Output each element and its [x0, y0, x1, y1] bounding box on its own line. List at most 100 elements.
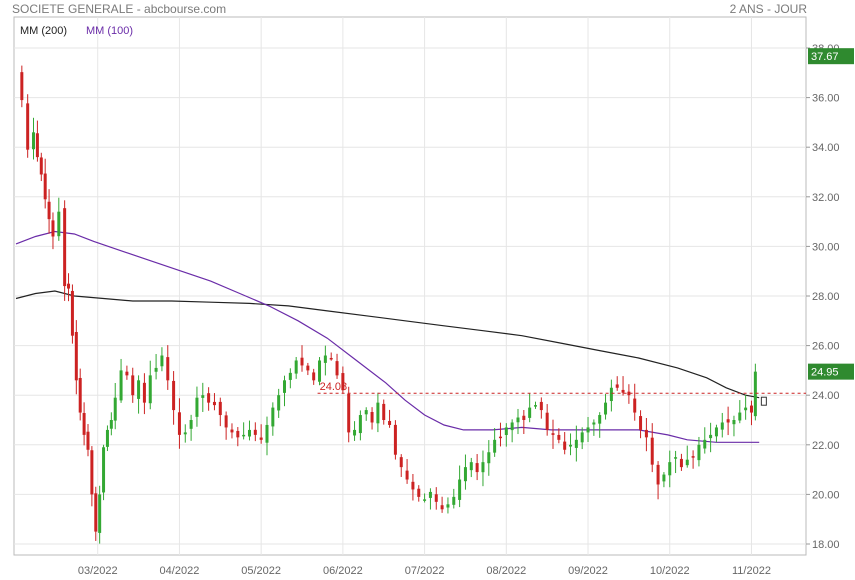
candle-body: [189, 420, 193, 429]
candle-body: [131, 375, 135, 396]
current-price-tag-bg: [808, 363, 854, 380]
candle-body: [691, 456, 695, 458]
candle-body: [242, 434, 246, 437]
candle-body: [271, 407, 275, 427]
candle-body: [207, 393, 211, 403]
moving-averages: [15, 230, 760, 443]
candle-body: [674, 457, 678, 459]
candle-body: [166, 357, 170, 381]
candle-body: [679, 458, 683, 468]
current-price-tag-label: 24.95: [811, 367, 839, 379]
x-tick-label: 05/2022: [241, 565, 281, 577]
candle-body: [452, 496, 456, 505]
candle-body: [458, 479, 462, 500]
candle-body: [475, 463, 479, 473]
x-tick-label: 10/2022: [650, 565, 690, 577]
candle-body: [288, 372, 292, 380]
candle-body: [417, 488, 421, 497]
candle-body: [358, 415, 362, 434]
candle-body: [662, 474, 666, 482]
candle-body: [306, 365, 310, 371]
candle-body: [154, 367, 158, 372]
candle-body: [382, 403, 386, 420]
candle-body: [405, 470, 409, 480]
candle-body: [709, 434, 713, 439]
y-tick-label: 34.00: [812, 142, 840, 154]
candle-body: [493, 439, 497, 453]
candle-body: [300, 357, 304, 366]
candle-body: [259, 437, 263, 440]
candle-body: [738, 412, 742, 421]
x-tick-label: 09/2022: [568, 565, 608, 577]
candle-body: [137, 380, 141, 399]
candle-body: [604, 402, 608, 415]
candle-body: [218, 401, 222, 416]
y-tick-label: 22.00: [812, 440, 840, 452]
candle-body: [74, 331, 78, 381]
candle-body: [265, 424, 269, 443]
candle-body: [557, 434, 561, 440]
x-tick-label: 04/2022: [160, 565, 200, 577]
y-tick-label: 30.00: [812, 241, 840, 253]
candle-body: [90, 450, 94, 495]
candle-body: [26, 103, 30, 150]
y-tick-label: 26.00: [812, 341, 840, 353]
candle-body: [487, 452, 491, 464]
legend-mm200: MM (200): [20, 25, 67, 37]
candle-body: [113, 397, 117, 421]
candle-body: [364, 410, 368, 415]
candle-body: [148, 375, 152, 404]
candle-body: [656, 464, 660, 485]
candle-body: [43, 173, 47, 200]
candle-body: [399, 457, 403, 468]
candle-body: [195, 397, 199, 417]
candle-body: [644, 429, 648, 438]
candle-body: [551, 433, 555, 435]
candle-body: [574, 439, 578, 448]
candle-body: [57, 211, 61, 237]
candle-body: [109, 420, 113, 429]
candle-body: [423, 499, 427, 501]
candle-body: [533, 405, 537, 407]
candle-body: [685, 459, 689, 466]
candle-body: [545, 412, 549, 430]
candle-body: [236, 430, 240, 438]
candle-body: [102, 447, 106, 493]
candle-body: [668, 462, 672, 476]
candle-body: [94, 493, 98, 532]
candle-body: [294, 360, 298, 374]
candle-body: [732, 420, 736, 425]
candle-body: [563, 441, 567, 450]
candle-body: [329, 357, 333, 360]
candle-body: [598, 415, 602, 424]
axes: 38.0036.0034.0032.0030.0028.0026.0024.00…: [78, 43, 854, 577]
candle-body: [78, 377, 82, 413]
candle-body: [98, 494, 102, 533]
candle-body: [650, 437, 654, 465]
candle-body: [714, 427, 718, 437]
candle-body: [720, 422, 724, 430]
candle-body: [539, 401, 543, 411]
candle-body: [47, 201, 51, 220]
candle-body: [411, 481, 415, 490]
candle-body: [323, 355, 327, 363]
candle-body: [283, 380, 287, 393]
candle-body: [20, 72, 24, 101]
candle-body: [201, 395, 205, 398]
ma-100-line: [15, 230, 760, 443]
y-tick-label: 32.00: [812, 192, 840, 204]
candle-body: [247, 429, 251, 437]
candle-body: [183, 432, 187, 435]
candle-body: [105, 429, 109, 447]
ma-200-line: [15, 290, 760, 399]
candle-body: [498, 436, 502, 439]
candle-body: [580, 432, 584, 443]
candle-body: [376, 402, 380, 424]
candle-body: [353, 429, 357, 436]
candle-body: [463, 467, 467, 482]
last-price-tag-label: 37.67: [811, 51, 839, 63]
candle-body: [70, 290, 74, 336]
plot-area: [13, 16, 807, 556]
candle-body: [440, 505, 444, 510]
candle-body: [516, 417, 520, 423]
